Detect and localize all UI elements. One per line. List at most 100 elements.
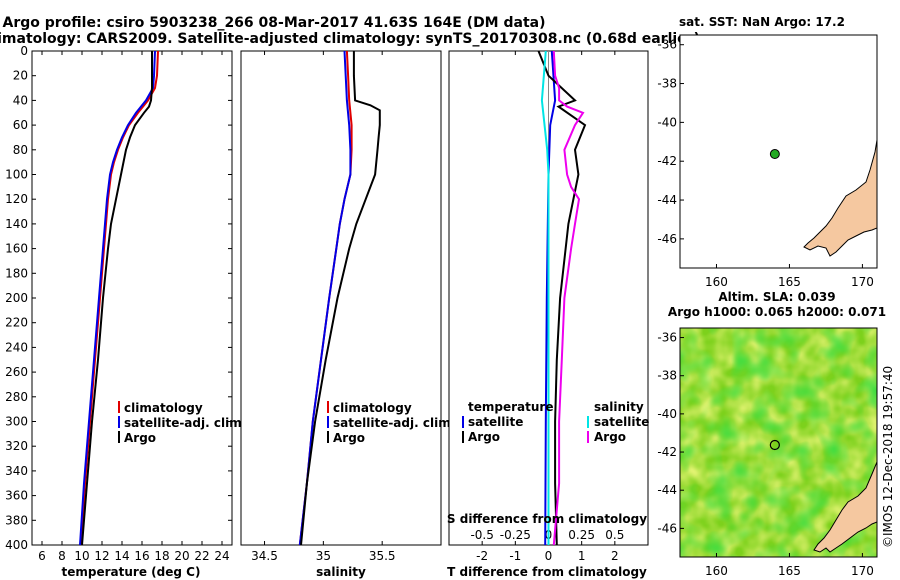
salinity-panel: 34.5 35 35.5 salinity climatology satellit… bbox=[240, 50, 455, 579]
series-salinity-satellite bbox=[540, 51, 550, 545]
temperature-xlabel: temperature (deg C) bbox=[62, 565, 201, 579]
depth-tick-label: 160 bbox=[5, 242, 28, 256]
s-tick-label: -0.25 bbox=[500, 528, 531, 542]
x-tick-label: 20 bbox=[174, 549, 189, 563]
s-tick-label: -0.5 bbox=[470, 528, 493, 542]
sla-map-float-marker bbox=[769, 439, 780, 451]
temperature-series bbox=[79, 51, 159, 545]
salinity-legend: climatology satellite-adj. clim. Argo bbox=[327, 401, 455, 445]
depth-tick-label: 320 bbox=[5, 439, 28, 453]
x-tick-label: 8 bbox=[58, 549, 66, 563]
temperature-panel: 0204060801001201401601802002202402602803… bbox=[5, 44, 648, 579]
legend-s-satellite: satellite bbox=[594, 415, 649, 429]
x-tick-label: 12 bbox=[94, 549, 109, 563]
figure-title-line2: Climatology: CARS2009. Satellite-adjuste… bbox=[0, 31, 700, 47]
depth-tick-label: 0 bbox=[20, 44, 28, 58]
depth-tick-label: 80 bbox=[13, 143, 28, 157]
legend-satellite: satellite-adj. clim. bbox=[124, 416, 246, 430]
map-y-tick-label: -38 bbox=[657, 369, 677, 383]
sst-map: sat. SST: NaN Argo: 17.2 160 165 170 -36 -38… bbox=[657, 15, 878, 289]
depth-tick-label: 300 bbox=[5, 415, 28, 429]
legend-argo: Argo bbox=[333, 431, 365, 445]
sst-map-float-marker bbox=[769, 149, 780, 160]
x-tick-label: 14 bbox=[114, 549, 129, 563]
x-tick-label: -1 bbox=[509, 549, 521, 563]
depth-tick-label: 180 bbox=[5, 266, 28, 280]
legend-s-argo: Argo bbox=[594, 430, 626, 444]
s-tick-label: 0.25 bbox=[568, 528, 595, 542]
depth-tick-label: 260 bbox=[5, 365, 28, 379]
salinity-xlabel: salinity bbox=[316, 565, 366, 579]
x-tick-label: 18 bbox=[154, 549, 169, 563]
depth-tick-label: 380 bbox=[5, 513, 28, 527]
series-temperature-argo bbox=[537, 51, 587, 545]
temperature-axes-frame bbox=[31, 50, 233, 546]
map-x-tick-label: 165 bbox=[778, 564, 801, 578]
s-tick-label: 0.5 bbox=[605, 528, 624, 542]
depth-tick-label: 240 bbox=[5, 340, 28, 354]
series-argo bbox=[300, 51, 381, 545]
map-y-tick-label: -42 bbox=[657, 154, 677, 168]
map-x-tick-label: 160 bbox=[705, 564, 728, 578]
map-y-tick-label: -46 bbox=[657, 521, 677, 535]
map-y-tick-label: -42 bbox=[657, 445, 677, 459]
map-y-tick-label: -46 bbox=[657, 232, 677, 246]
x-tick-label: 22 bbox=[194, 549, 209, 563]
sst-map-land bbox=[803, 139, 877, 257]
map-y-tick-label: -40 bbox=[657, 115, 677, 129]
map-x-tick-label: 165 bbox=[778, 275, 801, 289]
map-y-tick-label: -36 bbox=[657, 38, 677, 52]
figure-title-line1: Argo profile: csiro 5903238_266 08-Mar-2… bbox=[2, 15, 545, 31]
legend-satellite: satellite-adj. clim. bbox=[333, 416, 455, 430]
depth-tick-label: 280 bbox=[5, 390, 28, 404]
depth-tick-label: 140 bbox=[5, 217, 28, 231]
t-difference-xlabel: T difference from climatology bbox=[447, 565, 647, 579]
legend-salinity-heading: salinity bbox=[594, 400, 644, 414]
map-y-tick-label: -40 bbox=[657, 407, 677, 421]
map-y-tick-label: -38 bbox=[657, 77, 677, 91]
map-y-tick-label: -44 bbox=[657, 483, 677, 497]
depth-tick-label: 360 bbox=[5, 489, 28, 503]
salinity-axes-frame bbox=[240, 50, 442, 546]
x-tick-label: 6 bbox=[38, 549, 46, 563]
depth-tick-label: 20 bbox=[13, 69, 28, 83]
legend-t-argo: Argo bbox=[468, 430, 500, 444]
x-tick-label: 35 bbox=[316, 549, 331, 563]
x-tick-label: 1 bbox=[578, 549, 586, 563]
credit-text: ©IMOS 12-Dec-2018 19:57:40 bbox=[881, 366, 895, 548]
depth-tick-label: 120 bbox=[5, 192, 28, 206]
legend-temperature-heading: temperature bbox=[468, 400, 553, 414]
sst-map-axes: 160 165 170 -36 -38 -40 -42 -44 -46 bbox=[657, 38, 873, 289]
difference-series bbox=[537, 51, 587, 545]
sla-map-field bbox=[680, 328, 877, 557]
series-satellite-adj-clim- bbox=[79, 51, 156, 545]
x-tick-label: 34.5 bbox=[251, 549, 278, 563]
s-difference-label: S difference from climatology bbox=[447, 512, 647, 526]
salinity-x-axis: 34.5 35 35.5 bbox=[251, 51, 396, 563]
x-tick-label: 35.5 bbox=[369, 549, 396, 563]
depth-tick-label: 60 bbox=[13, 118, 28, 132]
sla-map-axes: 160 165 170 -36 -38 -40 -42 -44 -46 bbox=[657, 331, 873, 578]
depth-tick-label: 100 bbox=[5, 168, 28, 182]
sla-map-title1: Altim. SLA: 0.039 bbox=[718, 290, 835, 304]
x-tick-label: -2 bbox=[476, 549, 488, 563]
x-tick-label: 16 bbox=[134, 549, 149, 563]
sla-map-land bbox=[813, 461, 877, 553]
series-salinity-argo bbox=[552, 51, 585, 545]
legend-climatology: climatology bbox=[124, 401, 203, 415]
map-y-tick-label: -44 bbox=[657, 193, 677, 207]
x-tick-label: 24 bbox=[214, 549, 229, 563]
depth-tick-label: 220 bbox=[5, 316, 28, 330]
depth-tick-label: 40 bbox=[13, 93, 28, 107]
temperature-legend: climatology satellite-adj. clim. Argo bbox=[118, 401, 246, 445]
sla-map-frame bbox=[679, 327, 878, 558]
temperature-x-axis: 6 8 10 12 14 16 18 20 22 24 bbox=[38, 51, 230, 563]
x-tick-label: 10 bbox=[74, 549, 89, 563]
map-x-tick-label: 170 bbox=[851, 564, 874, 578]
x-tick-label: 2 bbox=[611, 549, 619, 563]
sla-map: Altim. SLA: 0.039 Argo h1000: 0.065 h200… bbox=[657, 290, 886, 578]
map-y-tick-label: -36 bbox=[657, 331, 677, 345]
legend-climatology: climatology bbox=[333, 401, 412, 415]
